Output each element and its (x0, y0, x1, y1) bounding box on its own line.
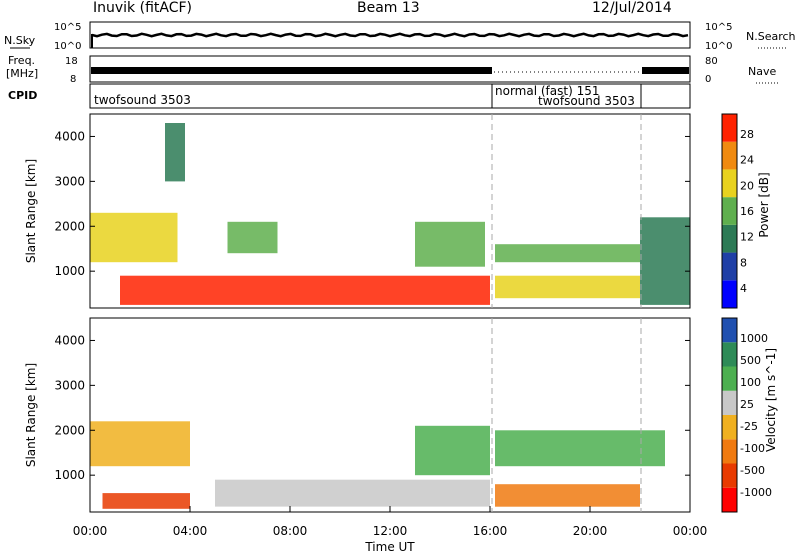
freq-panel: Freq. [MHz] 18 8 80 0 Nave (6, 54, 780, 85)
data-region-1 (90, 421, 190, 467)
data-region-6 (495, 484, 640, 507)
colorbar-frame (721, 317, 738, 513)
cpid-panel: CPID twofsound 3503 normal (fast) 151 tw… (8, 83, 691, 109)
colorbar-segment-8 (722, 318, 737, 343)
colorbar-tick-label: 8 (740, 256, 747, 269)
colorbar-segment-1 (722, 280, 737, 308)
noise-sky-line (91, 32, 689, 38)
freq-bar-1 (91, 67, 492, 74)
colorbar-tick-label: -1000 (740, 486, 772, 499)
y-tick-label: 4000 (54, 333, 85, 347)
colorbar-segment-3 (722, 224, 737, 253)
colorbar-segment-5 (722, 169, 737, 198)
data-region-5 (495, 244, 640, 263)
cpid-segment-3: twofsound 3503 (538, 94, 635, 108)
nave-label: Nave (748, 65, 776, 78)
colorbar-segment-5 (722, 390, 737, 415)
cpid-segment-1: twofsound 3503 (94, 93, 191, 107)
colorbar-segment-2 (722, 252, 737, 281)
y-tick-label: 3000 (54, 174, 85, 188)
colorbar-tick-label: 1000 (740, 332, 768, 345)
freq-tick-top: 18 (65, 56, 78, 67)
colorbar-tick-label: 100 (740, 376, 761, 389)
colorbar-tick-label: 24 (740, 154, 754, 167)
freq-label: Freq. (8, 54, 35, 67)
date-title: 12/Jul/2014 (592, 0, 672, 16)
power-data (90, 123, 690, 305)
colorbar-tick-label: -25 (740, 420, 758, 433)
x-tick-label: 12:00 (373, 524, 408, 538)
data-region-2 (90, 212, 178, 263)
noise-left-tick-top: 10^5 (54, 22, 81, 33)
data-region-3 (227, 221, 278, 254)
y-tick-label: 1000 (54, 264, 85, 278)
power-ylabel: Slant Range [km] (24, 159, 38, 263)
nave-tick-bottom: 0 (705, 74, 711, 85)
colorbar-segment-7 (722, 342, 737, 367)
colorbar-segment-3 (722, 439, 737, 464)
velocity-ylabel: Slant Range [km] (24, 363, 38, 467)
velocity-panel: 1000 2000 3000 4000 00:00 04:00 08:00 12:00 16:… (24, 317, 778, 554)
x-tick-label: 16:00 (473, 524, 508, 538)
y-tick-label: 2000 (54, 423, 85, 437)
data-region-5 (495, 430, 665, 467)
data-region-2 (215, 479, 490, 507)
noise-left-label: N.Sky (4, 34, 36, 47)
x-tick-label: 00:00 (673, 524, 708, 538)
colorbar-tick-label: 12 (740, 231, 754, 244)
freq-unit-label: [MHz] (6, 67, 38, 80)
y-tick-label: 2000 (54, 219, 85, 233)
colorbar-segment-7 (722, 114, 737, 142)
colorbar-frame (721, 113, 738, 309)
cpid-label: CPID (8, 89, 37, 102)
freq-tick-bottom: 8 (70, 74, 76, 85)
colorbar-segment-1 (722, 487, 737, 512)
colorbar-segment-4 (722, 197, 737, 225)
colorbar-tick-label: 25 (740, 398, 754, 411)
colorbar-tick-label: 28 (740, 128, 754, 141)
y-tick-label: 4000 (54, 129, 85, 143)
data-region-1 (120, 275, 490, 305)
colorbar-segment-6 (722, 141, 737, 170)
colorbar-tick-label: 500 (740, 354, 761, 367)
data-region-8 (165, 123, 185, 182)
colorbar-tick-label: 4 (740, 282, 747, 295)
y-tick-label: 3000 (54, 378, 85, 392)
y-tick-label: 1000 (54, 468, 85, 482)
colorbar-segment-6 (722, 366, 737, 391)
data-region-6 (495, 275, 640, 299)
cpid-segment-2: normal (fast) 151 (495, 84, 599, 98)
velocity-xlabel: Time UT (364, 540, 415, 554)
colorbar-tick-label: 20 (740, 179, 754, 192)
noise-right-tick-bottom: 10^0 (705, 41, 732, 52)
velocity-cbar-label: Velocity [m s^-1] (764, 348, 778, 452)
beam-title: Beam 13 (357, 0, 420, 16)
velocity-data (90, 421, 665, 509)
station-title: Inuvik (fitACF) (93, 0, 192, 16)
x-tick-label: 08:00 (273, 524, 308, 538)
data-region-4 (415, 221, 485, 267)
colorbar-tick-label: -100 (740, 442, 765, 455)
data-region-4 (415, 425, 490, 476)
colorbar-segment-2 (722, 463, 737, 488)
data-region-3 (102, 493, 190, 509)
power-panel: 1000 2000 3000 4000 Slant Range [km] 28 24 20… (24, 113, 771, 309)
data-region-7 (640, 217, 690, 305)
noise-panel: N.Sky 10^5 10^0 10^5 10^0 N.Search (4, 21, 796, 52)
colorbar-segment-4 (722, 415, 737, 440)
power-cbar-label: Power [dB] (757, 172, 771, 237)
colorbar-tick-label: 16 (740, 205, 754, 218)
noise-right-tick-top: 10^5 (705, 22, 732, 33)
freq-bar-2 (642, 67, 689, 74)
colorbar-tick-label: -500 (740, 464, 765, 477)
noise-right-label: N.Search (746, 30, 796, 43)
x-tick-label: 04:00 (173, 524, 208, 538)
nave-tick-top: 80 (705, 56, 718, 67)
x-tick-label: 00:00 (73, 524, 108, 538)
noise-left-tick-bottom: 10^0 (54, 41, 81, 52)
x-tick-label: 20:00 (573, 524, 608, 538)
